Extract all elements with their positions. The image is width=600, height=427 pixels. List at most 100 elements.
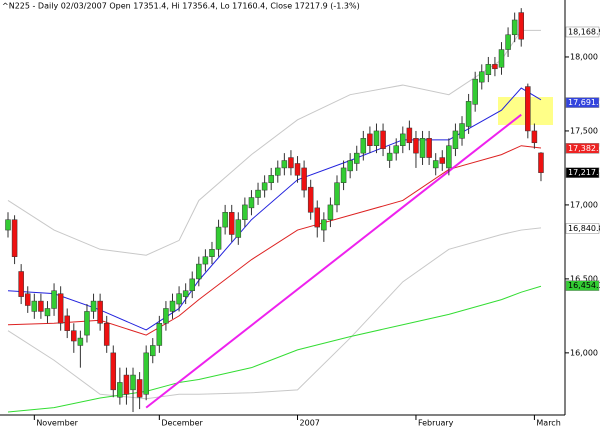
candle-body [156, 323, 163, 346]
candle-body [531, 130, 538, 144]
candle-body [340, 167, 347, 183]
candle-body [327, 204, 334, 220]
candle-body [367, 133, 373, 146]
candle-body [44, 308, 51, 317]
candle-body [77, 337, 84, 346]
candle-body [505, 34, 511, 50]
candle-body [222, 212, 228, 228]
candle-body [373, 130, 380, 146]
candle-body [189, 278, 195, 291]
candle-body [518, 12, 524, 40]
candle-body [261, 182, 268, 191]
x-tick-label: 2007 [300, 419, 320, 427]
price-label-box [565, 223, 600, 234]
indicator-line [7, 145, 542, 336]
candle-body [419, 138, 426, 158]
indicator-line [145, 113, 522, 409]
candle-body [288, 157, 294, 169]
candle-body [150, 345, 156, 357]
candle-body [71, 330, 77, 342]
candle-body [307, 186, 314, 213]
candle-body [209, 249, 215, 257]
candle-body [492, 64, 498, 70]
candle-body [84, 311, 90, 336]
x-tick-label: March [536, 419, 560, 427]
price-label-box [565, 26, 600, 38]
candle-body [18, 271, 24, 297]
candle-body [538, 152, 544, 173]
candle-body [31, 300, 38, 312]
price-label: 17,217.9 [568, 168, 600, 177]
candle-body [136, 379, 143, 398]
y-tick-label: 16,500 [570, 274, 598, 283]
candle-body [38, 300, 44, 312]
candle-body [24, 293, 31, 306]
y-tick-label: 17,000 [570, 200, 598, 209]
candle-body [176, 293, 182, 305]
candle-body [347, 160, 353, 172]
candle-body [413, 138, 419, 154]
candle-body [446, 145, 452, 169]
candle-body [472, 78, 478, 105]
candle-body [143, 352, 149, 395]
candle-body [11, 219, 18, 257]
candle-body [97, 300, 103, 324]
candle-body [103, 323, 110, 346]
candle-body [242, 204, 248, 220]
candle-body [406, 127, 413, 144]
candle-body [215, 226, 222, 250]
candle-body [51, 290, 57, 309]
candle-body [5, 219, 11, 231]
x-tick-label: November [36, 419, 78, 427]
candle-body [360, 138, 367, 154]
indicator-line [7, 285, 542, 413]
price-label: 16,840.8 [568, 224, 600, 233]
candle-body [110, 352, 117, 391]
price-label-box [565, 97, 600, 108]
candle-body [196, 263, 202, 280]
candle-body [255, 189, 261, 198]
candle-body [228, 212, 235, 235]
indicator-line [7, 87, 542, 331]
candle-body [321, 219, 327, 231]
candle-body [426, 138, 432, 158]
candle-body [294, 163, 301, 176]
y-tick-label: 17,500 [570, 126, 598, 135]
candle-body [281, 160, 288, 169]
candle-body [202, 256, 209, 265]
price-label-box [565, 280, 600, 291]
y-tick-label: 18,000 [570, 52, 598, 61]
price-label: 17,691.6 [568, 98, 600, 107]
candle-body [123, 374, 130, 395]
candle-body [314, 207, 321, 228]
price-label-box [565, 167, 600, 178]
candle-body [380, 130, 386, 149]
candle-body [525, 86, 531, 132]
candle-body [169, 300, 176, 312]
candle-body [235, 219, 242, 238]
price-label: 16,454.3 [568, 281, 600, 290]
candle-body [452, 130, 459, 149]
candle-body [439, 157, 446, 164]
candle-body [64, 315, 70, 331]
candle-body [90, 300, 97, 312]
chart-title: ^N225 - Daily 02/03/2007 Open 17351.4, H… [2, 2, 360, 11]
candle-body [511, 19, 518, 36]
candle-body [268, 175, 274, 183]
indicator-line [7, 227, 542, 400]
y-tick-label: 16,000 [570, 348, 598, 357]
candle-body [353, 152, 360, 164]
price-label: 18,168.9 [568, 27, 600, 36]
candle-body [275, 167, 281, 176]
candle-body [334, 182, 340, 206]
candle-body [485, 64, 492, 75]
candle-body [301, 167, 307, 191]
candle-body [393, 145, 399, 154]
candle-body [130, 374, 136, 391]
candle-body [182, 290, 189, 297]
candle-body [57, 293, 64, 324]
candle-body [465, 101, 472, 127]
candle-body [163, 308, 169, 324]
